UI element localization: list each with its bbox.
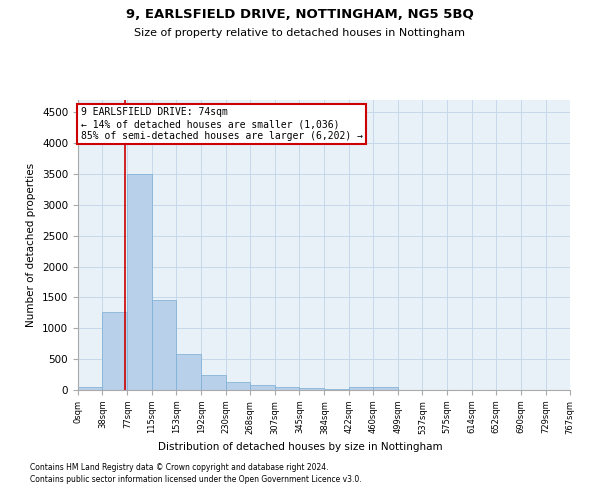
Bar: [275, 386, 299, 390]
Bar: [349, 386, 373, 390]
Text: 9 EARLSFIELD DRIVE: 74sqm
← 14% of detached houses are smaller (1,036)
85% of se: 9 EARLSFIELD DRIVE: 74sqm ← 14% of detac…: [80, 108, 362, 140]
Y-axis label: Number of detached properties: Number of detached properties: [26, 163, 37, 327]
Text: Contains HM Land Registry data © Crown copyright and database right 2024.: Contains HM Land Registry data © Crown c…: [30, 464, 329, 472]
Bar: [201, 375, 226, 390]
Bar: [103, 312, 127, 390]
Text: Distribution of detached houses by size in Nottingham: Distribution of detached houses by size …: [158, 442, 442, 452]
Bar: [250, 385, 275, 390]
Text: Size of property relative to detached houses in Nottingham: Size of property relative to detached ho…: [134, 28, 466, 38]
Text: 9, EARLSFIELD DRIVE, NOTTINGHAM, NG5 5BQ: 9, EARLSFIELD DRIVE, NOTTINGHAM, NG5 5BQ: [126, 8, 474, 20]
Bar: [78, 387, 103, 390]
Bar: [299, 388, 325, 390]
Bar: [152, 300, 176, 390]
Bar: [127, 174, 152, 390]
Bar: [373, 387, 398, 390]
Bar: [325, 389, 349, 390]
Bar: [226, 382, 250, 390]
Bar: [176, 354, 201, 390]
Text: Contains public sector information licensed under the Open Government Licence v3: Contains public sector information licen…: [30, 475, 362, 484]
